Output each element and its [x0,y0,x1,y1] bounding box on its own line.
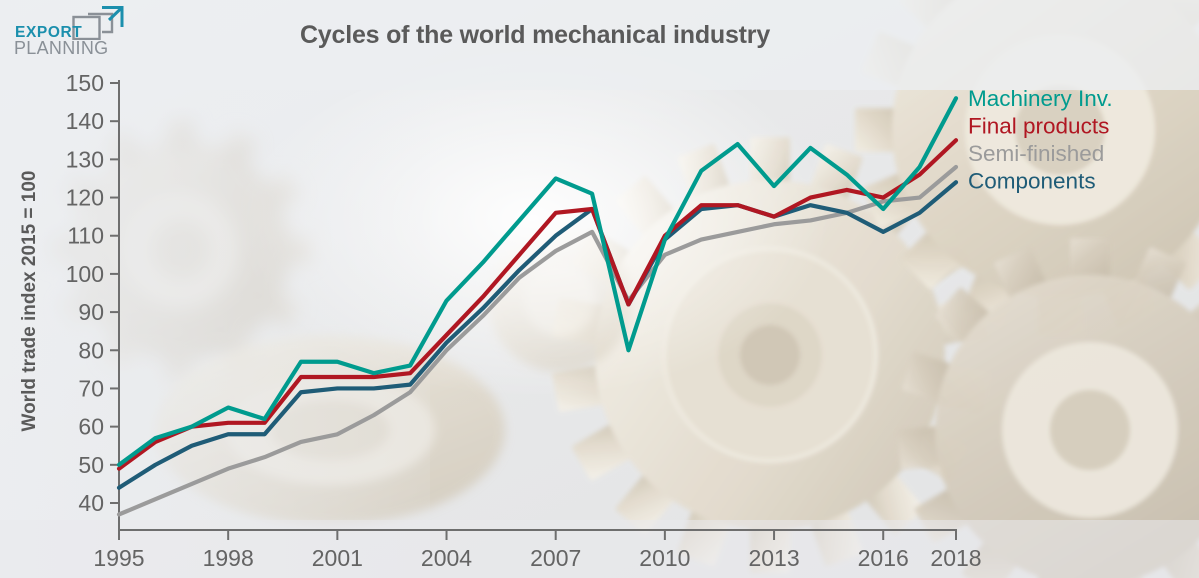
chart-legend: Machinery Inv. Final productsSemi-finishe… [968,86,1113,194]
x-tick-label: 2018 [930,545,981,571]
data-series-group [116,96,959,517]
y-tick-label: 70 [78,375,104,401]
y-tick-label: 80 [78,337,104,363]
x-tick-label: 1995 [93,545,144,571]
legend-item-components[interactable]: Components [968,169,1096,194]
logo-export-text: EXPORT [15,24,83,41]
x-tick-label: 2010 [639,545,690,571]
y-tick-label: 40 [78,490,104,516]
y-tick-label: 100 [66,261,104,287]
x-axis-ticks: 1995 1998 2001 2004 2007 2010 2013 2016 2018 [93,530,982,571]
series-line-machinery-inv [116,96,959,467]
x-tick-label: 2001 [312,545,363,571]
logo-planning-text: PLANNING [14,38,109,58]
x-tick-label: 2013 [748,545,799,571]
export-planning-logo: EXPORT PLANNING [12,6,132,58]
x-tick-label: 2004 [421,545,472,571]
legend-item-semi-finished[interactable]: Semi-finished [968,141,1104,166]
y-tick-label: 140 [66,108,104,134]
legend-item-machinery-inv[interactable]: Machinery Inv. [968,86,1113,111]
y-tick-label: 50 [78,452,104,478]
y-tick-label: 150 [66,70,104,96]
y-tick-label: 90 [78,299,104,325]
x-tick-label: 2016 [858,545,909,571]
y-axis-title: World trade index 2015 = 100 [19,170,40,432]
x-tick-label: 1998 [203,545,254,571]
legend-item-final-products[interactable]: Final products [968,114,1109,139]
series-line-final-products [116,138,959,471]
y-tick-label: 120 [66,185,104,211]
y-tick-label: 110 [67,223,104,249]
page-title: Cycles of the world mechanical industry [299,21,771,49]
y-tick-label: 130 [66,146,104,172]
x-tick-label: 2007 [530,545,581,571]
overlapping-squares-icon [72,6,124,40]
series-line-semi-finished [116,164,959,517]
y-tick-label: 60 [78,414,104,440]
series-line-components [116,180,959,490]
y-axis-ticks: 40 50 60 70 80 90 100 110 120 130 140 150 [66,70,119,516]
